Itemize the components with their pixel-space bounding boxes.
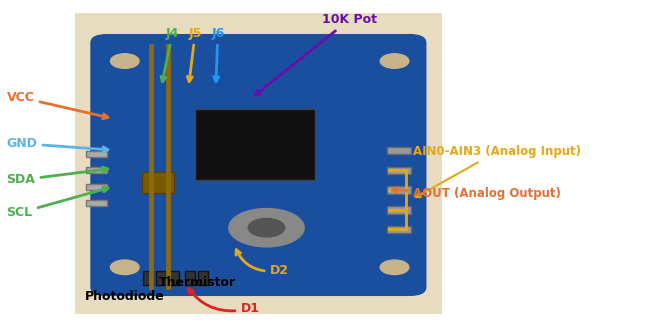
Text: SDA: SDA xyxy=(6,167,108,186)
Circle shape xyxy=(111,54,139,68)
Bar xyxy=(387,167,411,174)
Bar xyxy=(75,13,442,313)
Bar xyxy=(387,147,411,154)
Text: J4: J4 xyxy=(161,26,179,82)
Bar xyxy=(156,271,166,285)
Bar xyxy=(169,271,179,285)
Text: SCL: SCL xyxy=(6,187,108,219)
Text: AIN0-AIN3 (Analog Input): AIN0-AIN3 (Analog Input) xyxy=(413,145,580,197)
Circle shape xyxy=(380,260,409,275)
Text: AOUT (Analog Output): AOUT (Analog Output) xyxy=(393,186,560,200)
Text: J5: J5 xyxy=(187,26,202,82)
Bar xyxy=(387,226,411,233)
Circle shape xyxy=(229,209,304,247)
Circle shape xyxy=(380,54,409,68)
Bar xyxy=(86,184,107,190)
Bar xyxy=(86,167,107,173)
Text: D2: D2 xyxy=(236,249,289,277)
Bar xyxy=(387,206,411,214)
Bar xyxy=(142,172,174,193)
Text: GND: GND xyxy=(6,137,108,152)
Bar xyxy=(195,109,315,180)
Text: VCC: VCC xyxy=(6,91,108,119)
Circle shape xyxy=(248,218,285,237)
Circle shape xyxy=(111,260,139,275)
Text: 10K Pot: 10K Pot xyxy=(255,13,377,95)
Bar xyxy=(86,200,107,206)
Bar xyxy=(86,151,107,157)
Text: Thermistor: Thermistor xyxy=(159,276,237,289)
Bar xyxy=(185,271,195,285)
Text: Photodiode: Photodiode xyxy=(84,290,164,304)
FancyBboxPatch shape xyxy=(91,35,426,295)
Bar xyxy=(387,186,411,194)
Text: J6: J6 xyxy=(211,26,224,82)
Text: D1: D1 xyxy=(188,289,259,315)
Bar xyxy=(198,271,208,285)
Bar xyxy=(143,271,153,285)
